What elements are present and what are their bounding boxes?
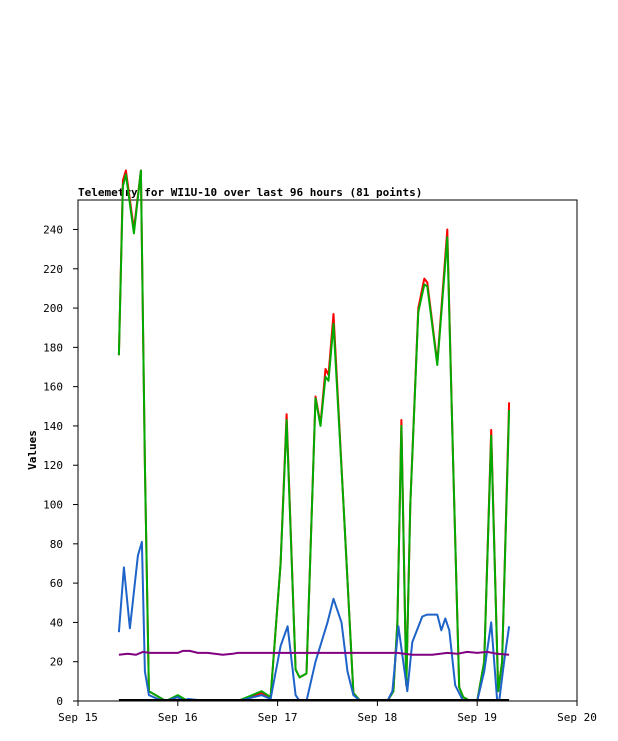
y-tick-label: 0: [56, 695, 63, 708]
x-tick-label: Sep 20: [557, 711, 597, 724]
y-axis-ticks: 0 20 40 60 80 100 120 140 160 180 200 220 240: [43, 223, 78, 708]
y-tick-label: 100: [43, 499, 63, 512]
chart-title: Telemetry for WI1U-10 over last 96 hours…: [78, 186, 422, 199]
x-axis-ticks: Sep 15 Sep 16 Sep 17 Sep 18 Sep 19 Sep 20: [58, 701, 597, 724]
y-tick-label: 240: [43, 223, 63, 236]
series-layer: [117, 169, 511, 701]
y-tick-label: 140: [43, 420, 63, 433]
series-line-2: [117, 169, 511, 701]
series-line-4: [118, 649, 510, 656]
y-tick-label: 40: [50, 616, 63, 629]
x-tick-label: Sep 16: [158, 711, 198, 724]
x-tick-label: Sep 17: [258, 711, 298, 724]
y-tick-label: 160: [43, 381, 63, 394]
x-tick-label: Sep 18: [358, 711, 398, 724]
series-line-3: [117, 540, 511, 701]
y-tick-label: 120: [43, 459, 63, 472]
y-tick-label: 200: [43, 302, 63, 315]
y-tick-label: 80: [50, 538, 63, 551]
y-tick-label: 180: [43, 341, 63, 354]
y-tick-label: 60: [50, 577, 63, 590]
x-tick-label: Sep 15: [58, 711, 98, 724]
y-tick-label: 20: [50, 656, 63, 669]
x-tick-label: Sep 19: [457, 711, 497, 724]
y-axis-label: Values: [26, 430, 39, 470]
y-tick-label: 220: [43, 263, 63, 276]
